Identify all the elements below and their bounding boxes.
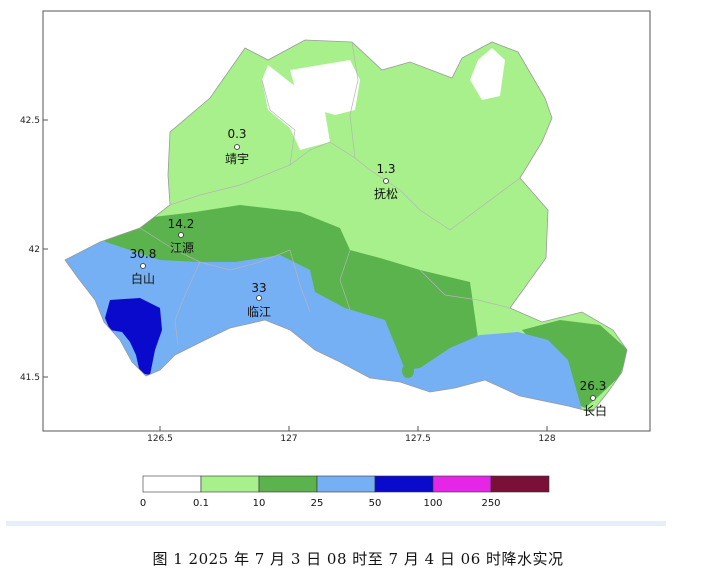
station-value: 26.3 [580, 379, 607, 393]
divider [6, 521, 666, 526]
legend-label: 0.1 [193, 498, 209, 509]
station-name: 临江 [247, 305, 271, 319]
station-value: 0.3 [227, 127, 246, 141]
y-tick-label: 42 [29, 245, 40, 255]
x-tick-label: 127 [280, 434, 297, 444]
x-tick-label: 128 [538, 434, 555, 444]
zone-no-rain-northeast [470, 48, 505, 100]
zone-no-rain-central [290, 60, 360, 115]
legend-label: 0 [140, 498, 146, 509]
zone-no-rain-north [262, 65, 330, 150]
station-baishan: 30.8 白山 [130, 247, 157, 286]
figure-caption: 图 1 2025 年 7 月 3 日 08 时至 7 月 4 日 06 时降水实… [152, 550, 564, 568]
x-tick-label: 126.5 [147, 434, 173, 444]
zone-moderate-spot [402, 364, 414, 378]
legend-swatch [200, 475, 260, 493]
legend-label: 100 [423, 498, 442, 509]
county-boundaries [139, 41, 521, 346]
region-outline [64, 39, 628, 413]
station-value: 14.2 [168, 217, 195, 231]
station-name: 长白 [583, 403, 607, 418]
station-name: 白山 [131, 271, 155, 286]
station-jiangyuan: 14.2 江源 [168, 217, 195, 255]
station-fusong: 1.3 抚松 [374, 162, 398, 201]
legend-label: 25 [311, 498, 324, 509]
legend-label: 10 [253, 498, 266, 509]
station-name: 抚松 [374, 187, 398, 201]
station-value: 30.8 [130, 247, 157, 261]
legend-swatch [142, 475, 202, 493]
legend-swatch [258, 475, 318, 493]
y-axis: 42.5 42 41.5 [20, 116, 48, 383]
x-tick-label: 127.5 [405, 434, 431, 444]
legend-swatch [374, 475, 434, 493]
station-name: 江源 [170, 241, 194, 255]
y-tick-label: 42.5 [20, 116, 40, 126]
station-value: 33 [251, 281, 266, 295]
legend-label: 250 [481, 498, 500, 509]
x-axis: 126.5 127 127.5 128 [147, 426, 556, 444]
legend-swatch [432, 475, 492, 493]
legend: 0 0.1 10 25 50 100 250 [140, 475, 550, 509]
legend-swatch [490, 475, 550, 493]
zone-rainstorm [105, 298, 162, 375]
station-linjiang: 33 临江 [247, 281, 271, 319]
station-name: 靖宇 [225, 152, 249, 166]
station-value: 1.3 [376, 162, 395, 176]
station-changbai: 26.3 长白 [580, 379, 607, 418]
legend-swatch [316, 475, 376, 493]
precipitation-map: 126.5 127 127.5 128 42.5 42 41.5 0.3 靖宇 … [20, 10, 651, 509]
legend-label: 50 [369, 498, 382, 509]
station-jingyu: 0.3 靖宇 [225, 127, 249, 166]
y-tick-label: 41.5 [20, 373, 40, 383]
